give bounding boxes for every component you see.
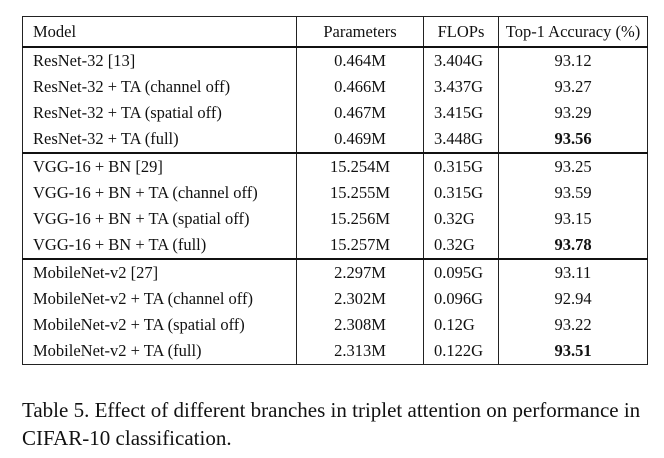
cell-parameters: 0.467M	[296, 100, 424, 126]
cell-model: VGG-16 + BN + TA (spatial off)	[22, 206, 297, 232]
cell-model: MobileNet-v2 + TA (spatial off)	[22, 312, 297, 338]
results-table-container: Model Parameters FLOPs Top-1 Accuracy (%…	[22, 16, 648, 365]
table-row: MobileNet-v2 + TA (channel off) 2.302M 0.0…	[22, 286, 648, 312]
table-row: VGG-16 + BN + TA (full) 15.257M 0.32G 93.78	[22, 232, 648, 259]
cell-flops: 3.437G	[423, 74, 499, 100]
cell-model: ResNet-32 + TA (full)	[22, 126, 297, 153]
cell-model: VGG-16 + BN + TA (full)	[22, 232, 297, 259]
cell-flops: 0.315G	[423, 180, 499, 206]
cell-parameters: 0.464M	[296, 47, 424, 74]
cell-model: ResNet-32 [13]	[22, 47, 297, 74]
cell-parameters: 0.469M	[296, 126, 424, 153]
cell-parameters: 15.256M	[296, 206, 424, 232]
cell-parameters: 2.297M	[296, 258, 424, 286]
cell-flops: 0.315G	[423, 152, 499, 180]
cell-top1-accuracy: 93.27	[498, 74, 648, 100]
cell-flops: 0.122G	[423, 338, 499, 365]
cell-top1-accuracy: 93.22	[498, 312, 648, 338]
cell-model: MobileNet-v2 + TA (channel off)	[22, 286, 297, 312]
cell-parameters: 2.313M	[296, 338, 424, 365]
cell-top1-accuracy: 93.29	[498, 100, 648, 126]
cell-top1-accuracy: 93.25	[498, 152, 648, 180]
table-row: VGG-16 + BN [29] 15.254M 0.315G 93.25	[22, 152, 648, 180]
cell-model: MobileNet-v2 + TA (full)	[22, 338, 297, 365]
cell-model: VGG-16 + BN + TA (channel off)	[22, 180, 297, 206]
cell-top1-accuracy: 93.15	[498, 206, 648, 232]
cell-top1-accuracy: 93.78	[498, 232, 648, 259]
cell-model: ResNet-32 + TA (channel off)	[22, 74, 297, 100]
cell-flops: 3.448G	[423, 126, 499, 153]
table-row: ResNet-32 + TA (full) 0.469M 3.448G 93.56	[22, 126, 648, 153]
cell-parameters: 15.254M	[296, 152, 424, 180]
cell-top1-accuracy: 93.11	[498, 258, 648, 286]
cell-flops: 0.32G	[423, 232, 499, 259]
table-header-row: Model Parameters FLOPs Top-1 Accuracy (%…	[22, 16, 648, 48]
cell-model: VGG-16 + BN [29]	[22, 152, 297, 180]
table-caption: Table 5. Effect of different branches in…	[22, 398, 641, 450]
cell-top1-accuracy: 93.51	[498, 338, 648, 365]
table-row: VGG-16 + BN + TA (spatial off) 15.256M 0.3…	[22, 206, 648, 232]
cell-flops: 3.404G	[423, 47, 499, 74]
cell-parameters: 0.466M	[296, 74, 424, 100]
cell-top1-accuracy: 92.94	[498, 286, 648, 312]
cell-parameters: 15.255M	[296, 180, 424, 206]
table-row: ResNet-32 + TA (spatial off) 0.467M 3.415G…	[22, 100, 648, 126]
table-body: ResNet-32 [13] 0.464M 3.404G 93.12 ResNet-32…	[22, 47, 648, 365]
table-row: MobileNet-v2 + TA (full) 2.313M 0.122G 93.5…	[22, 338, 648, 365]
table-row: MobileNet-v2 [27] 2.297M 0.095G 93.11	[22, 258, 648, 286]
table-row: VGG-16 + BN + TA (channel off) 15.255M 0.3…	[22, 180, 648, 206]
cell-parameters: 2.302M	[296, 286, 424, 312]
cell-model: MobileNet-v2 [27]	[22, 258, 297, 286]
header-parameters: Parameters	[296, 16, 424, 48]
cell-top1-accuracy: 93.12	[498, 47, 648, 74]
header-flops: FLOPs	[423, 16, 499, 48]
header-top1-accuracy: Top-1 Accuracy (%)	[498, 16, 648, 48]
cell-flops: 0.095G	[423, 258, 499, 286]
table-row: ResNet-32 [13] 0.464M 3.404G 93.12	[22, 47, 648, 74]
cell-flops: 3.415G	[423, 100, 499, 126]
cell-flops: 0.32G	[423, 206, 499, 232]
cell-parameters: 15.257M	[296, 232, 424, 259]
cell-model: ResNet-32 + TA (spatial off)	[22, 100, 297, 126]
table-row: ResNet-32 + TA (channel off) 0.466M 3.437G…	[22, 74, 648, 100]
cell-flops: 0.12G	[423, 312, 499, 338]
results-table: Model Parameters FLOPs Top-1 Accuracy (%…	[22, 16, 648, 365]
cell-parameters: 2.308M	[296, 312, 424, 338]
cell-top1-accuracy: 93.59	[498, 180, 648, 206]
cell-flops: 0.096G	[423, 286, 499, 312]
table-row: MobileNet-v2 + TA (spatial off) 2.308M 0.1…	[22, 312, 648, 338]
header-model: Model	[22, 16, 297, 48]
cell-top1-accuracy: 93.56	[498, 126, 648, 153]
